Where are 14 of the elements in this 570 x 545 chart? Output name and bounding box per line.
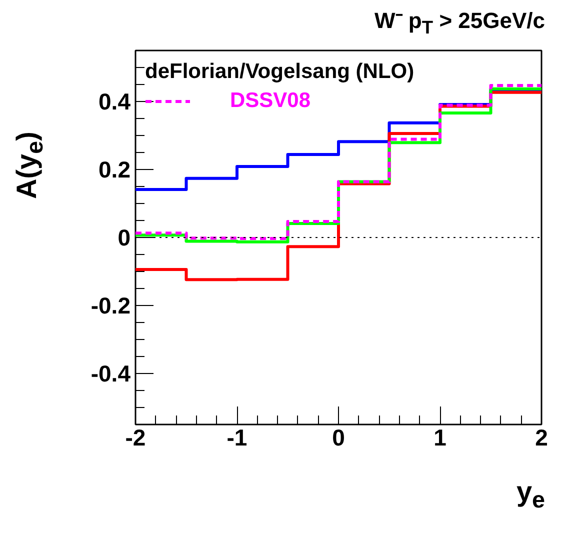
x-tick-label: 2: [535, 424, 548, 450]
y-tick-label: 0: [118, 224, 131, 250]
legend-label: DSSV08: [230, 89, 311, 113]
y-tick-label: -0.4: [90, 360, 131, 386]
y-tick-label: 0.4: [98, 88, 131, 114]
y-tick-label: -0.2: [90, 292, 131, 318]
chart-title: W⁻ p$_{T}$ > 25GeV/c: [374, 7, 545, 40]
x-tick-label: -1: [226, 424, 248, 450]
x-axis-title: y$_{e}$: [515, 475, 545, 515]
x-tick-label: -2: [125, 424, 146, 450]
x-tick-label: 1: [434, 424, 447, 450]
x-tick-label: 0: [332, 424, 345, 450]
legend-title: deFlorian/Vogelsang (NLO): [145, 60, 414, 84]
y-tick-label: 0.2: [98, 156, 131, 182]
